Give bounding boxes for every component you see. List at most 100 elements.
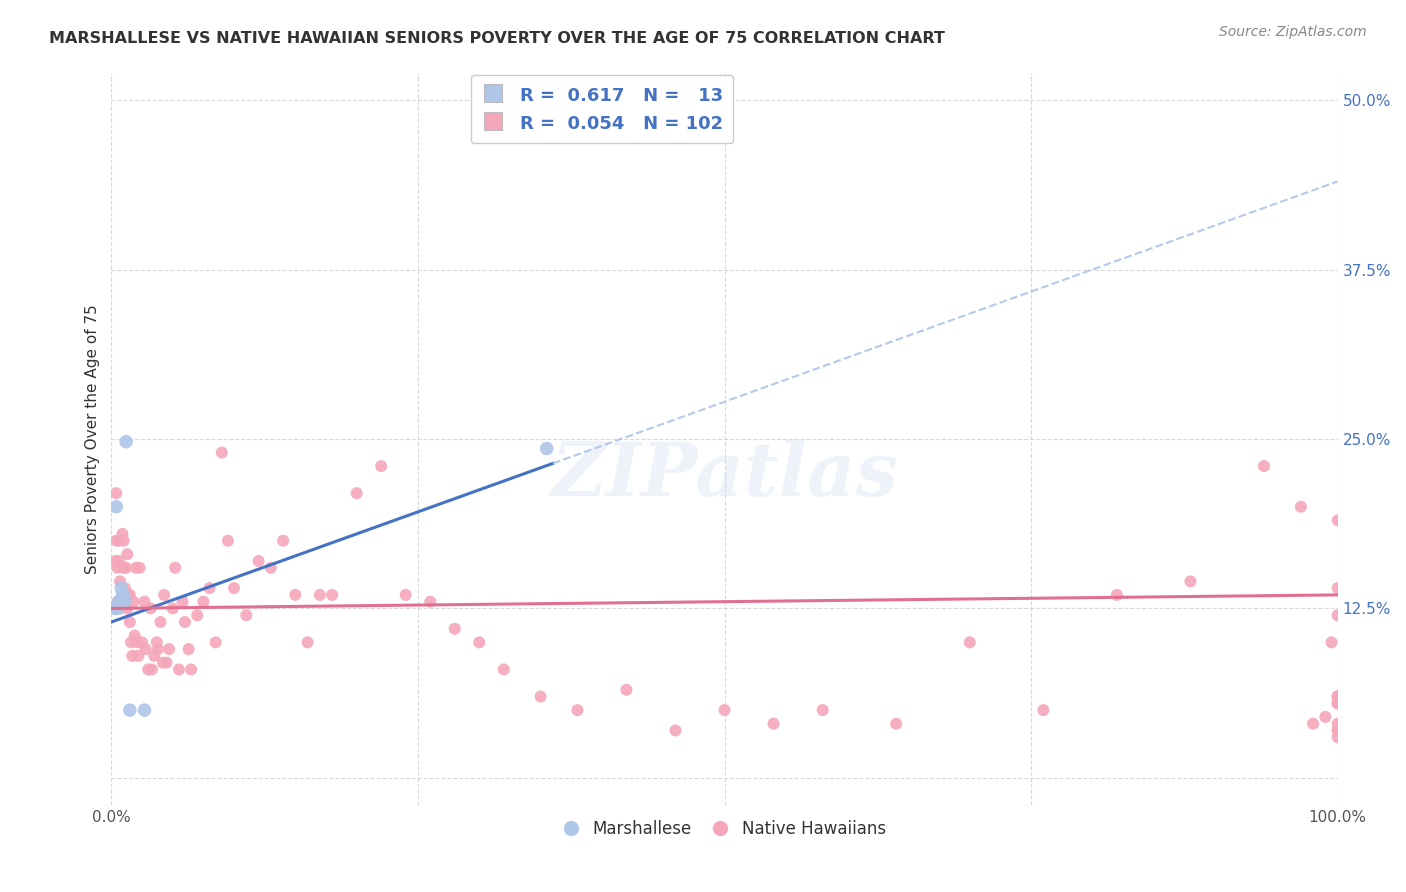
Point [107, 554, 129, 568]
Point [121, 648, 143, 663]
Point [112, 588, 135, 602]
Point [271, 533, 294, 548]
Y-axis label: Seniors Poverty Over the Age of 75: Seniors Poverty Over the Age of 75 [86, 304, 100, 574]
Point [107, 601, 129, 615]
Point [260, 561, 283, 575]
Point [120, 635, 142, 649]
Point [222, 581, 245, 595]
Text: Source: ZipAtlas.com: Source: ZipAtlas.com [1219, 25, 1367, 39]
Point [104, 554, 127, 568]
Point [395, 588, 418, 602]
Point [134, 595, 156, 609]
Point [567, 703, 589, 717]
Point [112, 561, 135, 575]
Point [529, 690, 551, 704]
Point [165, 561, 187, 575]
Point [110, 581, 132, 595]
Point [149, 615, 172, 629]
Point [105, 486, 128, 500]
Point [127, 635, 149, 649]
Point [107, 533, 129, 548]
Point [135, 642, 157, 657]
Point [186, 608, 208, 623]
Point [107, 561, 129, 575]
Point [1320, 635, 1343, 649]
Point [217, 533, 239, 548]
Point [118, 703, 141, 717]
Point [172, 595, 194, 609]
Point [115, 595, 138, 609]
Point [309, 588, 332, 602]
Point [108, 601, 131, 615]
Point [1302, 716, 1324, 731]
Point [1105, 588, 1128, 602]
Point [177, 642, 200, 657]
Point [108, 574, 131, 589]
Point [107, 595, 129, 609]
Point [204, 635, 226, 649]
Point [112, 533, 135, 548]
Point [108, 595, 131, 609]
Point [162, 601, 184, 615]
Point [139, 601, 162, 615]
Point [114, 595, 136, 609]
Point [1326, 723, 1348, 738]
Point [122, 595, 145, 609]
Point [211, 445, 233, 459]
Point [117, 547, 139, 561]
Point [155, 656, 177, 670]
Point [1326, 690, 1348, 704]
Point [105, 533, 128, 548]
Point [1315, 710, 1337, 724]
Point [146, 635, 169, 649]
Point [128, 561, 150, 575]
Point [118, 588, 141, 602]
Point [114, 595, 136, 609]
Point [235, 608, 257, 623]
Text: MARSHALLESE VS NATIVE HAWAIIAN SENIORS POVERTY OVER THE AGE OF 75 CORRELATION CH: MARSHALLESE VS NATIVE HAWAIIAN SENIORS P… [49, 31, 945, 46]
Point [1326, 696, 1348, 710]
Point [131, 635, 153, 649]
Point [468, 635, 491, 649]
Point [419, 595, 441, 609]
Point [111, 588, 134, 602]
Point [167, 663, 190, 677]
Point [125, 561, 148, 575]
Point [1253, 459, 1275, 474]
Point [1326, 716, 1348, 731]
Point [1326, 723, 1348, 738]
Point [141, 663, 163, 677]
Point [134, 703, 156, 717]
Point [117, 601, 139, 615]
Point [1326, 608, 1348, 623]
Point [115, 561, 138, 575]
Point [959, 635, 981, 649]
Point [762, 716, 785, 731]
Point [136, 663, 159, 677]
Point [104, 601, 127, 615]
Point [443, 622, 465, 636]
Point [713, 703, 735, 717]
Point [105, 500, 128, 514]
Point [198, 581, 221, 595]
Point [346, 486, 368, 500]
Point [492, 663, 515, 677]
Point [115, 434, 138, 449]
Point [117, 588, 139, 602]
Point [811, 703, 834, 717]
Point [1326, 690, 1348, 704]
Point [111, 527, 134, 541]
Legend: Marshallese, Native Hawaiians: Marshallese, Native Hawaiians [557, 813, 893, 844]
Point [127, 648, 149, 663]
Point [370, 459, 392, 474]
Point [1326, 696, 1348, 710]
Point [1326, 513, 1348, 527]
Point [1326, 690, 1348, 704]
Point [153, 588, 176, 602]
Point [297, 635, 319, 649]
Point [1326, 581, 1348, 595]
Point [1326, 730, 1348, 744]
Point [536, 442, 558, 456]
Point [884, 716, 907, 731]
Point [1032, 703, 1054, 717]
